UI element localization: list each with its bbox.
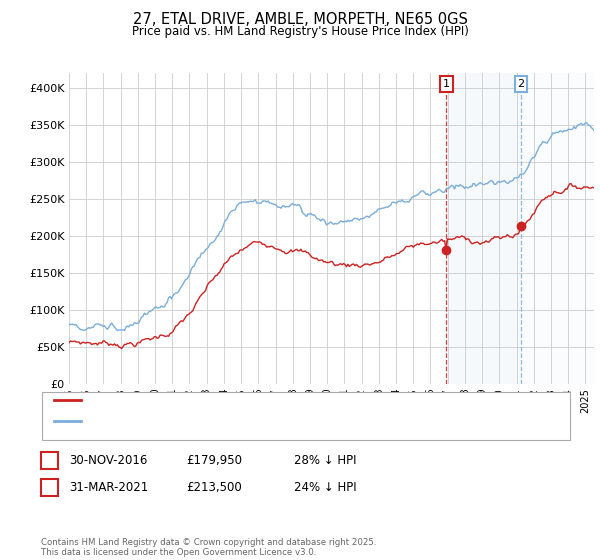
Text: £213,500: £213,500 [186, 480, 242, 494]
Text: 31-MAR-2021: 31-MAR-2021 [69, 480, 148, 494]
Text: 28% ↓ HPI: 28% ↓ HPI [294, 454, 356, 467]
Text: Contains HM Land Registry data © Crown copyright and database right 2025.
This d: Contains HM Land Registry data © Crown c… [41, 538, 376, 557]
Bar [446, 73, 521, 384]
Text: 2: 2 [517, 79, 524, 89]
Text: 1: 1 [443, 79, 450, 89]
Text: 24% ↓ HPI: 24% ↓ HPI [294, 480, 356, 494]
Text: 2: 2 [45, 480, 53, 494]
Bar [521, 73, 594, 384]
Text: 27, ETAL DRIVE, AMBLE, MORPETH, NE65 0GS (detached house): 27, ETAL DRIVE, AMBLE, MORPETH, NE65 0GS… [84, 395, 417, 405]
Text: £179,950: £179,950 [186, 454, 242, 467]
Text: HPI: Average price, detached house, Northumberland: HPI: Average price, detached house, Nort… [84, 416, 363, 426]
Text: 1: 1 [45, 454, 53, 467]
Text: Price paid vs. HM Land Registry's House Price Index (HPI): Price paid vs. HM Land Registry's House … [131, 25, 469, 38]
Text: 30-NOV-2016: 30-NOV-2016 [69, 454, 148, 467]
Text: 27, ETAL DRIVE, AMBLE, MORPETH, NE65 0GS: 27, ETAL DRIVE, AMBLE, MORPETH, NE65 0GS [133, 12, 467, 27]
